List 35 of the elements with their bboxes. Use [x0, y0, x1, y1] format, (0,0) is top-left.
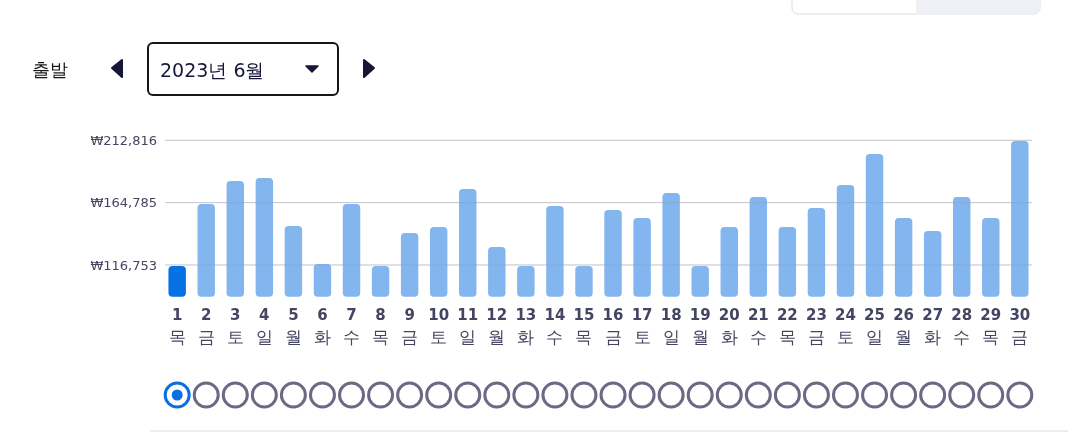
x-tick-label: 11 일 [457, 306, 479, 347]
x-tick-label: 2 금 [197, 306, 215, 347]
x-tick-label: 7 수 [343, 306, 361, 347]
x-tick-label: 30 금 [1009, 306, 1031, 347]
x-tick-label: 25 일 [864, 306, 885, 347]
x-tick-label: 27 화 [922, 306, 944, 347]
x-tick-label: 21 수 [747, 306, 769, 347]
x-tick-label: 8 목 [372, 306, 390, 347]
x-tick-label: 4 일 [255, 306, 273, 347]
x-tick-label: 12 월 [486, 306, 508, 347]
x-tick-label: 10 토 [428, 306, 450, 347]
x-tick-label: 16 금 [602, 306, 624, 347]
x-tick-label: 28 수 [951, 306, 973, 347]
x-tick-label: 20 화 [718, 306, 740, 347]
x-tick-label: 24 토 [835, 306, 856, 347]
x-tick-label: 9 금 [401, 306, 419, 347]
text: 2023년 6월 [160, 59, 265, 81]
x-tick-label: 18 일 [660, 306, 682, 347]
x-tick-label: 3 토 [226, 306, 244, 347]
x-tick-label: 19 월 [689, 306, 711, 347]
x-tick-label: 29 목 [980, 306, 1002, 347]
x-tick-label: 26 월 [893, 306, 915, 347]
x-tick-label: 17 토 [631, 306, 653, 347]
x-tick-label: 1 목 [168, 306, 186, 347]
x-tick-label: 22 목 [776, 306, 798, 347]
x-tick-label: 6 화 [313, 306, 331, 347]
y-tick-label: ₩164,785 [90, 195, 157, 211]
y-tick-label: ₩212,816 [90, 132, 157, 148]
y-tick-label: ₩116,753 [90, 257, 157, 273]
x-tick-label: 14 수 [544, 306, 566, 347]
x-tick-label: 5 월 [284, 306, 302, 347]
text: 출발 [32, 59, 68, 80]
x-tick-label: 15 목 [573, 306, 595, 347]
x-tick-label: 23 금 [805, 306, 827, 347]
x-tick-label: 13 화 [515, 306, 537, 347]
